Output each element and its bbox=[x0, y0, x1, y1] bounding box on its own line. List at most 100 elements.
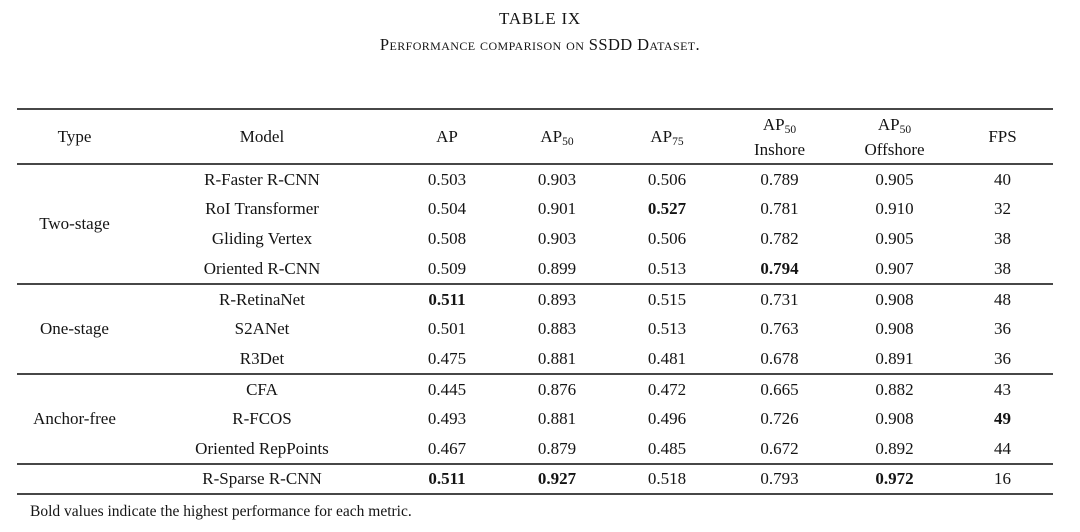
value-cell: 0.503 bbox=[427, 169, 467, 189]
model-cell: Gliding Vertex bbox=[211, 229, 313, 248]
value-cell: 0.903 bbox=[537, 229, 577, 248]
value-cell: 44 bbox=[994, 438, 1011, 458]
value-cell: 0.475 bbox=[427, 348, 467, 368]
table-row: One-stage R-RetinaNet 0.511 0.893 0.515 0.731… bbox=[17, 284, 1053, 339]
type-cell: Two-stage bbox=[39, 214, 110, 233]
column-header-ap50-offshore: AP50 Offshore bbox=[837, 109, 952, 164]
header-line-2: Inshore bbox=[754, 139, 805, 159]
value-cell: 43 bbox=[994, 379, 1011, 399]
value-cell: 32 bbox=[994, 199, 1011, 218]
table-number: TABLE IX bbox=[499, 9, 581, 28]
table-group: One-stage R-RetinaNet 0.511 0.893 0.515 0.731… bbox=[17, 284, 1053, 374]
value-cell: 0.481 bbox=[647, 348, 687, 368]
value-cell: 0.901 bbox=[537, 199, 577, 218]
column-header-ap: AP bbox=[436, 126, 458, 146]
value-cell: 40 bbox=[994, 169, 1011, 189]
value-cell: 0.506 bbox=[647, 229, 687, 248]
header-line-2: Offshore bbox=[864, 139, 925, 159]
table-subtitle: Performance comparison on SSDD Dataset. bbox=[379, 35, 701, 54]
model-cell: R-FCOS bbox=[232, 409, 292, 428]
value-cell: 0.504 bbox=[427, 199, 467, 218]
value-cell: 0.794 bbox=[760, 258, 799, 278]
value-cell: 0.518 bbox=[647, 469, 687, 488]
value-cell: 38 bbox=[994, 258, 1011, 278]
value-cell: 0.892 bbox=[875, 438, 914, 458]
header-base-text: AP bbox=[877, 114, 900, 134]
value-cell: 0.882 bbox=[875, 379, 914, 399]
column-header-ap50: AP50 bbox=[502, 109, 612, 164]
value-cell: 0.513 bbox=[647, 258, 687, 278]
value-cell: 0.905 bbox=[875, 169, 914, 189]
table-row: R3Det 0.475 0.881 0.481 0.678 0.891 36 bbox=[17, 344, 1053, 374]
value-cell: 0.511 bbox=[428, 469, 466, 488]
value-cell: 38 bbox=[994, 229, 1011, 248]
value-cell: 0.672 bbox=[760, 438, 799, 458]
value-cell: 0.665 bbox=[760, 379, 799, 399]
table-group: Two-stage R-Faster R-CNN 0.503 0.903 0.506 0.… bbox=[17, 164, 1053, 284]
value-cell: 0.513 bbox=[647, 319, 687, 338]
value-cell: 0.899 bbox=[537, 258, 577, 278]
value-cell: 0.789 bbox=[760, 169, 799, 189]
value-cell: 0.876 bbox=[537, 379, 577, 399]
table-row: Anchor-free CFA 0.445 0.876 0.472 0.665 0.882 4… bbox=[17, 374, 1053, 429]
column-header-model: Model bbox=[239, 126, 285, 146]
value-cell: 0.907 bbox=[875, 258, 914, 278]
value-cell: 0.508 bbox=[427, 229, 467, 248]
type-cell: One-stage bbox=[40, 319, 109, 338]
results-table-container: Type Model AP AP50 AP75 AP50 Inshore AP5… bbox=[17, 108, 1053, 495]
header-base-text: AP bbox=[540, 126, 563, 146]
value-cell: 0.908 bbox=[875, 409, 914, 428]
model-cell: Oriented R-CNN bbox=[203, 258, 321, 278]
table-row: Gliding Vertex 0.508 0.903 0.506 0.782 0.905 3… bbox=[17, 224, 1053, 254]
model-cell: CFA bbox=[246, 379, 278, 399]
header-subscript: 50 bbox=[899, 123, 912, 136]
model-cell: R-Sparse R-CNN bbox=[202, 469, 322, 488]
column-header-fps: FPS bbox=[988, 126, 1017, 146]
value-cell: 16 bbox=[994, 469, 1011, 488]
value-cell: 0.493 bbox=[427, 409, 467, 428]
table-row: S2ANet 0.501 0.883 0.513 0.763 0.908 36 bbox=[17, 314, 1053, 344]
table-group: Anchor-free CFA 0.445 0.876 0.472 0.665 0.882 4… bbox=[17, 374, 1053, 464]
table-header-row: Type Model AP AP50 AP75 AP50 Inshore AP5… bbox=[17, 109, 1053, 164]
value-cell: 0.910 bbox=[875, 199, 914, 218]
header-line-1: AP50 bbox=[837, 112, 952, 137]
value-cell: 0.891 bbox=[875, 348, 914, 368]
value-cell: 0.501 bbox=[427, 319, 467, 338]
value-cell: 0.972 bbox=[875, 469, 914, 488]
model-cell: R-Faster R-CNN bbox=[204, 169, 320, 189]
value-cell: 0.908 bbox=[875, 319, 914, 338]
value-cell: 0.793 bbox=[760, 469, 799, 488]
model-cell: S2ANet bbox=[234, 319, 290, 338]
value-cell: 0.678 bbox=[760, 348, 799, 368]
value-cell: 0.883 bbox=[537, 319, 577, 338]
value-cell: 0.879 bbox=[537, 438, 577, 458]
table-footnote: Bold values indicate the highest perform… bbox=[30, 503, 412, 520]
value-cell: 0.905 bbox=[875, 229, 914, 248]
table-group: R-Sparse R-CNN 0.511 0.927 0.518 0.793 0.972 1… bbox=[17, 464, 1053, 494]
value-cell: 0.509 bbox=[427, 258, 467, 278]
value-cell: 49 bbox=[994, 409, 1011, 428]
type-cell: Anchor-free bbox=[33, 409, 116, 428]
results-table: Type Model AP AP50 AP75 AP50 Inshore AP5… bbox=[17, 108, 1053, 495]
value-cell: 0.763 bbox=[760, 319, 799, 338]
header-subscript: 50 bbox=[562, 135, 574, 148]
model-cell: Oriented RepPoints bbox=[195, 438, 329, 458]
table-row: Oriented RepPoints 0.467 0.879 0.485 0.672 0.… bbox=[17, 434, 1053, 464]
value-cell: 0.527 bbox=[647, 199, 687, 218]
value-cell: 36 bbox=[994, 348, 1011, 368]
value-cell: 48 bbox=[994, 289, 1011, 309]
value-cell: 0.903 bbox=[537, 169, 577, 189]
value-cell: 0.881 bbox=[537, 409, 577, 428]
column-header-type: Type bbox=[57, 126, 92, 146]
header-subscript: 75 bbox=[672, 135, 684, 148]
value-cell: 0.496 bbox=[647, 409, 687, 428]
value-cell: 0.908 bbox=[875, 289, 914, 309]
value-cell: 0.485 bbox=[647, 438, 687, 458]
value-cell: 0.726 bbox=[760, 409, 799, 428]
model-cell: RoI Transformer bbox=[205, 199, 319, 218]
type-cell bbox=[17, 464, 132, 494]
value-cell: 0.927 bbox=[537, 469, 577, 488]
header-line-1: AP50 bbox=[722, 112, 837, 137]
value-cell: 0.782 bbox=[760, 229, 799, 248]
header-base-text: AP bbox=[650, 126, 673, 146]
